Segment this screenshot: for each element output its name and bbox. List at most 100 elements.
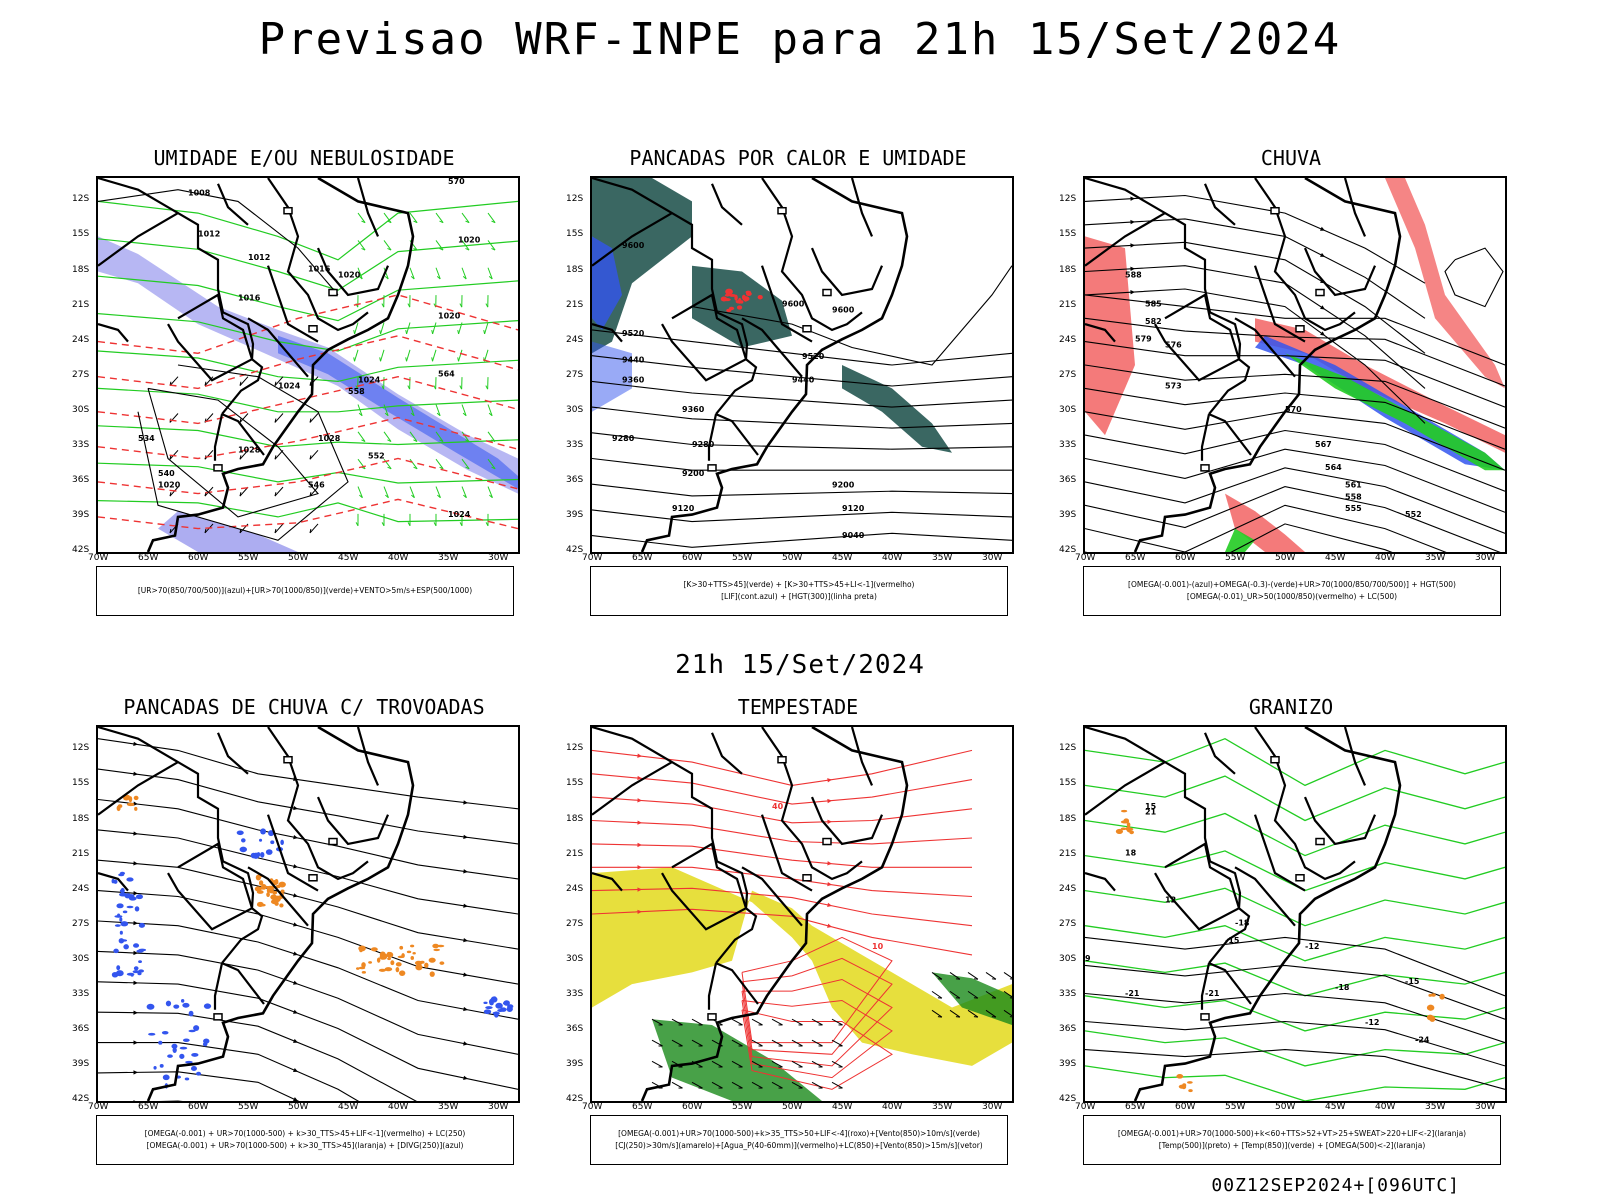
divergence-spot: [162, 1074, 170, 1081]
flow-arrow: [133, 861, 138, 866]
storm-spot: [128, 796, 133, 803]
wind-vector: [949, 990, 961, 999]
contour-label: 18: [1125, 849, 1137, 858]
wind-vector: [357, 486, 363, 498]
streamline: [98, 920, 518, 1020]
wind-vector: [931, 990, 943, 999]
rain-area: [1255, 318, 1505, 453]
divergence-spot: [116, 903, 124, 909]
divergence-spot: [130, 973, 134, 977]
streamline: [1085, 194, 1426, 284]
wind-vector: [309, 528, 312, 534]
legend-line: [OMEGA(-0.001) + UR>70(1000-500) + k>30_…: [146, 1141, 464, 1150]
contour-label: -12: [1365, 1018, 1379, 1027]
storm-spot: [266, 892, 270, 898]
wind-vector: [985, 1009, 997, 1018]
storm-spot: [275, 884, 281, 889]
longitude-label: 35W: [1425, 1102, 1446, 1112]
longitude-label: 30W: [982, 1102, 1003, 1112]
contour-label: 9280: [612, 434, 635, 443]
flow-arrow: [827, 881, 832, 887]
coastline: [146, 727, 415, 1101]
contour-label: 9520: [802, 352, 825, 361]
wind-vector: [358, 276, 363, 280]
wind-vector: [406, 322, 411, 335]
instability-spot: [736, 305, 743, 310]
latitude-label: 15S: [1059, 229, 1077, 240]
wind-vector: [711, 1060, 723, 1068]
wind-vector: [436, 412, 441, 417]
wind-vector: [274, 418, 277, 423]
flow-arrow: [637, 820, 642, 825]
instability-spot: [728, 306, 735, 311]
wind-vector: [831, 1018, 843, 1026]
longitude-label: 50W: [1275, 553, 1296, 563]
legend-line: [OMEGA(-0.001) + UR>70(1000-500) + k>30_…: [144, 1129, 466, 1138]
storm-spot: [429, 971, 435, 977]
wind-vector: [651, 1060, 663, 1068]
divergence-spot: [172, 1047, 177, 1053]
state-border: [592, 178, 758, 415]
panel-title: GRANIZO: [1248, 695, 1334, 719]
longitude-label: 40W: [882, 553, 903, 563]
legend-line: [OMEGA(-0.001)+UR>70(1000-500)+k>35_TTS>…: [618, 1129, 980, 1138]
latitude-label: 42S: [72, 545, 90, 555]
latitude-label: 21S: [566, 848, 584, 859]
state-border: [810, 247, 884, 297]
humidity-contour: [98, 350, 518, 383]
contour-label: 540: [158, 469, 175, 478]
state-border: [1208, 962, 1252, 1005]
wind-vector: [309, 418, 312, 423]
wind-vector: [791, 1039, 803, 1047]
wind-vector: [461, 431, 470, 442]
state-border: [1234, 866, 1296, 927]
longitude-label: 65W: [138, 553, 159, 563]
wind-vector: [387, 247, 392, 251]
pressure-contour: [147, 387, 319, 518]
water-vapor-contour: [741, 1009, 893, 1090]
longitude-label: 30W: [1475, 553, 1496, 563]
legend-line: [CJ(250)>30m/s](amarelo)+[Agua_P(40-60mm…: [615, 1141, 983, 1150]
lake-marker: [1200, 1013, 1210, 1021]
longitude-label: 65W: [632, 553, 653, 563]
state-border: [1343, 727, 1367, 786]
flow-arrow: [1320, 226, 1325, 231]
flow-arrow: [637, 775, 642, 781]
lake-marker: [1315, 288, 1325, 297]
wind-vector: [379, 357, 382, 362]
wind-vector: [484, 349, 489, 362]
storm-spot: [266, 885, 275, 890]
flow-arrow: [133, 801, 138, 806]
state-border: [760, 265, 813, 343]
latitude-label: 33S: [72, 439, 90, 450]
latitude-label: 24S: [566, 334, 584, 345]
state-border: [592, 872, 623, 892]
flow-arrow: [463, 938, 468, 943]
wind-vector: [354, 349, 359, 362]
divergence-spot: [120, 921, 129, 927]
wind-vector: [383, 267, 389, 280]
hail-spot: [1426, 1004, 1435, 1011]
state-border: [316, 247, 390, 297]
wind-vector: [357, 240, 366, 251]
state-border: [760, 814, 813, 892]
longitude-label: 45W: [832, 1102, 853, 1112]
divergence-spot: [135, 894, 144, 900]
contour-label: 1012: [248, 253, 270, 262]
storm-spot: [412, 952, 416, 955]
wind-vector: [379, 329, 382, 335]
lake-marker: [1315, 837, 1325, 846]
divergence-spot: [483, 1009, 492, 1015]
longitude-label: 50W: [1275, 1102, 1296, 1112]
hail-spot: [1120, 827, 1127, 831]
wind-vector: [811, 1018, 823, 1026]
lake-marker: [283, 755, 293, 764]
wind-vector: [432, 322, 437, 335]
wind-vector: [413, 220, 418, 224]
contour-label: 1012: [198, 229, 220, 238]
latitude-label: 21S: [1059, 848, 1077, 859]
wind-vector: [411, 494, 415, 499]
convective-area: [692, 265, 792, 348]
longitude-label: 45W: [1325, 553, 1346, 563]
wind-vector: [485, 522, 489, 527]
